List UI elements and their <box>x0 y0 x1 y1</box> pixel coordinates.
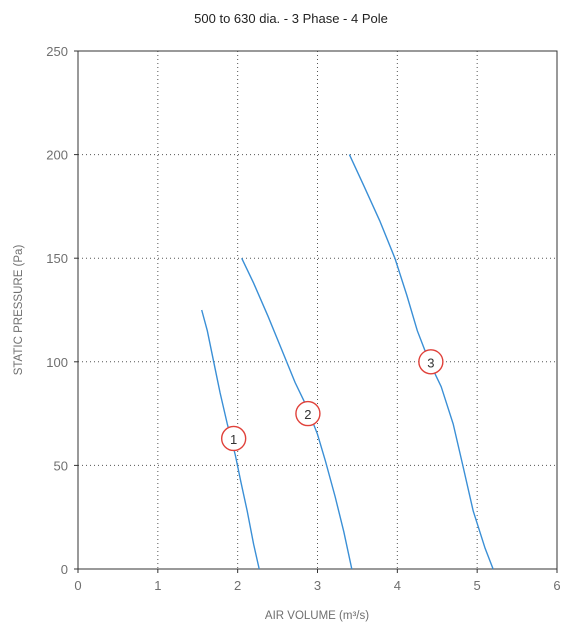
curve-marker-3: 3 <box>418 349 444 375</box>
curve-marker-1: 1 <box>220 425 247 452</box>
y-tick-label: 250 <box>46 44 68 59</box>
marker-circle <box>295 400 321 427</box>
x-tick-label: 4 <box>394 578 401 593</box>
x-tick-label: 1 <box>154 578 161 593</box>
curve-markers: 1 2 3 <box>220 349 444 452</box>
x-tick-label: 5 <box>474 578 481 593</box>
y-tick-label: 50 <box>54 458 68 473</box>
x-tick-label: 0 <box>74 578 81 593</box>
marker-circle <box>418 349 444 375</box>
curves <box>201 154 494 570</box>
x-tick-label: 3 <box>314 578 321 593</box>
y-tick-label: 150 <box>46 251 68 266</box>
x-tick-label: 2 <box>234 578 241 593</box>
y-tick-label: 100 <box>46 355 68 370</box>
marker-label: 1 <box>230 432 237 447</box>
marker-label: 3 <box>427 355 434 370</box>
marker-label: 2 <box>304 407 311 422</box>
grid <box>78 51 557 569</box>
curve-marker-2: 2 <box>295 400 321 427</box>
y-tick-label: 200 <box>46 148 68 163</box>
marker-circle <box>220 425 247 452</box>
y-ticks: 0 50 100 150 200 250 <box>46 44 78 577</box>
x-ticks: 0 1 2 3 4 5 6 <box>74 569 561 593</box>
x-tick-label: 6 <box>553 578 560 593</box>
chart-title: 500 to 630 dia. - 3 Phase - 4 Pole <box>194 11 388 26</box>
y-tick-label: 0 <box>61 562 68 577</box>
y-axis-label: STATIC PRESSURE (Pa) <box>13 245 25 376</box>
x-axis-label: AIR VOLUME (m³/s) <box>265 610 369 622</box>
